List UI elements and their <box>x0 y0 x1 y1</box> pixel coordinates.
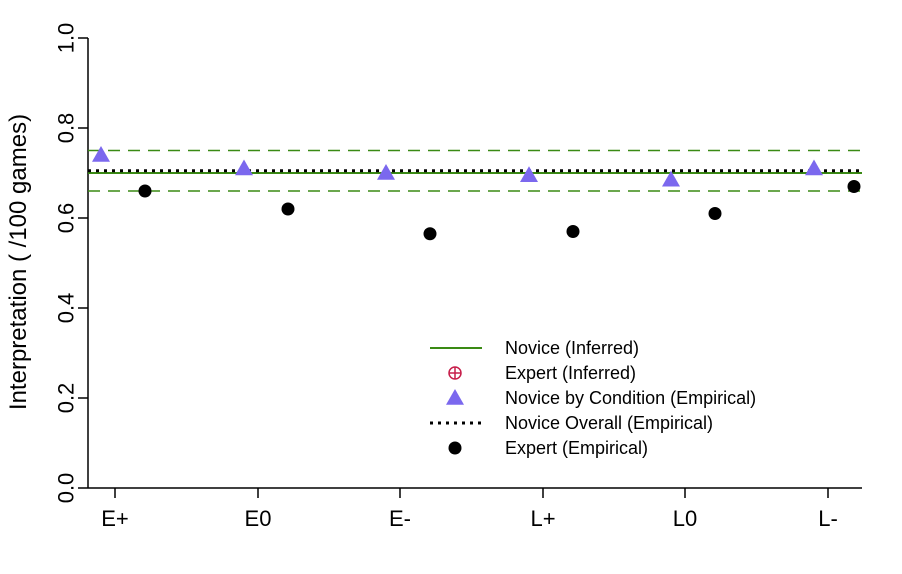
reference-lines <box>88 149 862 192</box>
legend: Novice (Inferred) Expert (Inferred) Novice… <box>430 338 756 458</box>
y-tick-label: 0.2 <box>54 383 79 414</box>
y-tick-label: 0.8 <box>54 113 79 144</box>
expert-point <box>138 184 152 198</box>
legend-label: Novice by Condition (Empirical) <box>505 388 756 408</box>
expert-point <box>847 180 861 193</box>
data-marks <box>92 146 861 241</box>
legend-label: Expert (Empirical) <box>505 438 648 458</box>
x-tick-label: L0 <box>673 506 697 531</box>
legend-label: Novice Overall (Empirical) <box>505 413 713 433</box>
y-axis-label: Interpretation ( /100 games) <box>5 114 32 410</box>
expert-point <box>281 202 295 216</box>
y-tick-label: 0.4 <box>54 293 79 324</box>
legend-label: Novice (Inferred) <box>505 338 639 358</box>
novice-condition-point <box>377 164 395 180</box>
expert-point <box>423 227 437 241</box>
novice-condition-point <box>92 146 110 162</box>
expert-point <box>708 207 722 220</box>
legend-label: Expert (Inferred) <box>505 363 636 383</box>
legend-circle-symbol <box>448 441 462 455</box>
y-tick-label: 1.0 <box>54 23 79 54</box>
axes: 0.0 0.2 0.4 0.6 0.8 1.0 E+ E0 E- L+ L0 L- <box>54 23 862 531</box>
x-tick-label: L+ <box>530 506 555 531</box>
x-tick-label: E- <box>389 506 411 531</box>
novice-condition-point <box>235 159 253 176</box>
y-tick-label: 0.0 <box>54 473 79 504</box>
y-tick-label: 0.6 <box>54 203 79 234</box>
x-tick-label: E0 <box>245 506 272 531</box>
novice-condition-point <box>520 166 538 182</box>
novice-condition-point <box>662 170 680 187</box>
expert-point <box>566 225 580 238</box>
x-tick-label: E+ <box>101 506 129 531</box>
novice-condition-point <box>805 159 823 176</box>
x-tick-label: L- <box>818 506 838 531</box>
legend-triangle-symbol <box>446 389 464 405</box>
